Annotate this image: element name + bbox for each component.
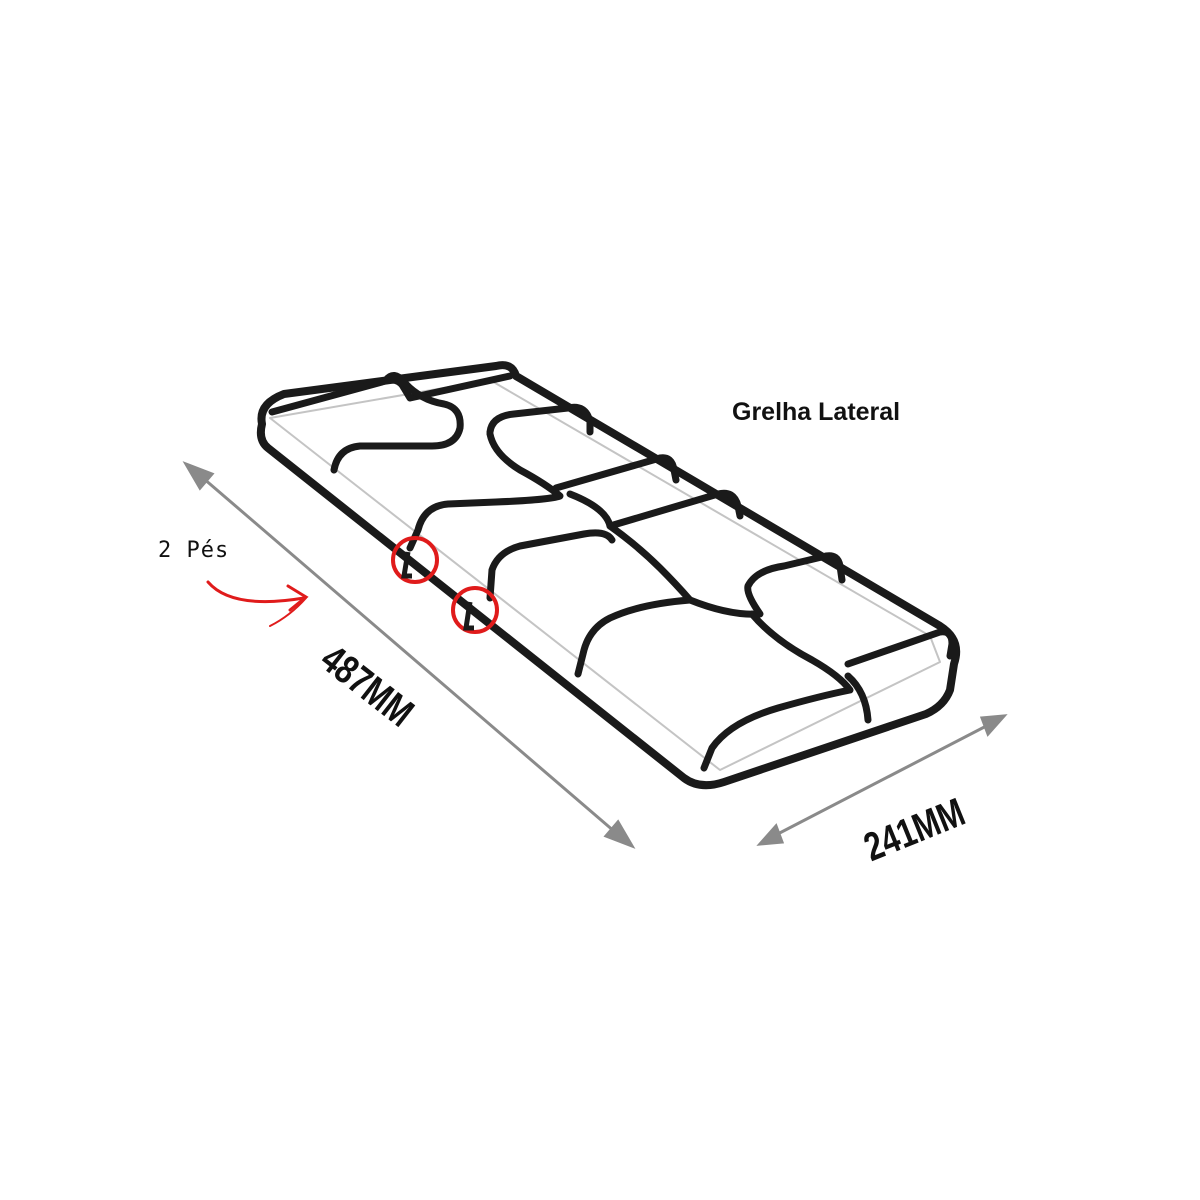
grate-support-1b xyxy=(406,430,564,552)
grate-end-bar-top xyxy=(268,372,514,416)
foot-right xyxy=(463,601,474,631)
grate-middle-bar xyxy=(552,454,680,492)
grate-support-3b xyxy=(700,610,854,772)
grate-end-bar-bottom xyxy=(844,628,956,668)
grate-outer-rim xyxy=(256,361,961,790)
grate-support-2b xyxy=(486,529,616,602)
dimension-arrow-width xyxy=(756,714,1008,846)
foot-markers xyxy=(391,536,499,634)
red-circle-icon xyxy=(391,536,439,584)
diagram-title: Grelha Lateral xyxy=(732,398,901,426)
grate-end-support-top xyxy=(330,372,464,474)
grate-support-2 xyxy=(566,490,694,678)
grate-support-1 xyxy=(486,403,594,436)
red-curved-arrow-icon xyxy=(206,580,309,627)
grate-support-3 xyxy=(686,552,846,618)
foot-left xyxy=(401,551,412,579)
feet-label: 2 Pés xyxy=(158,538,230,563)
dimension-arrow-length xyxy=(182,461,636,849)
grate-end-support-bottom xyxy=(844,672,872,724)
grate-frame xyxy=(256,361,961,790)
grate-middle-bar-2 xyxy=(606,489,744,530)
red-circle-icon xyxy=(451,586,499,634)
